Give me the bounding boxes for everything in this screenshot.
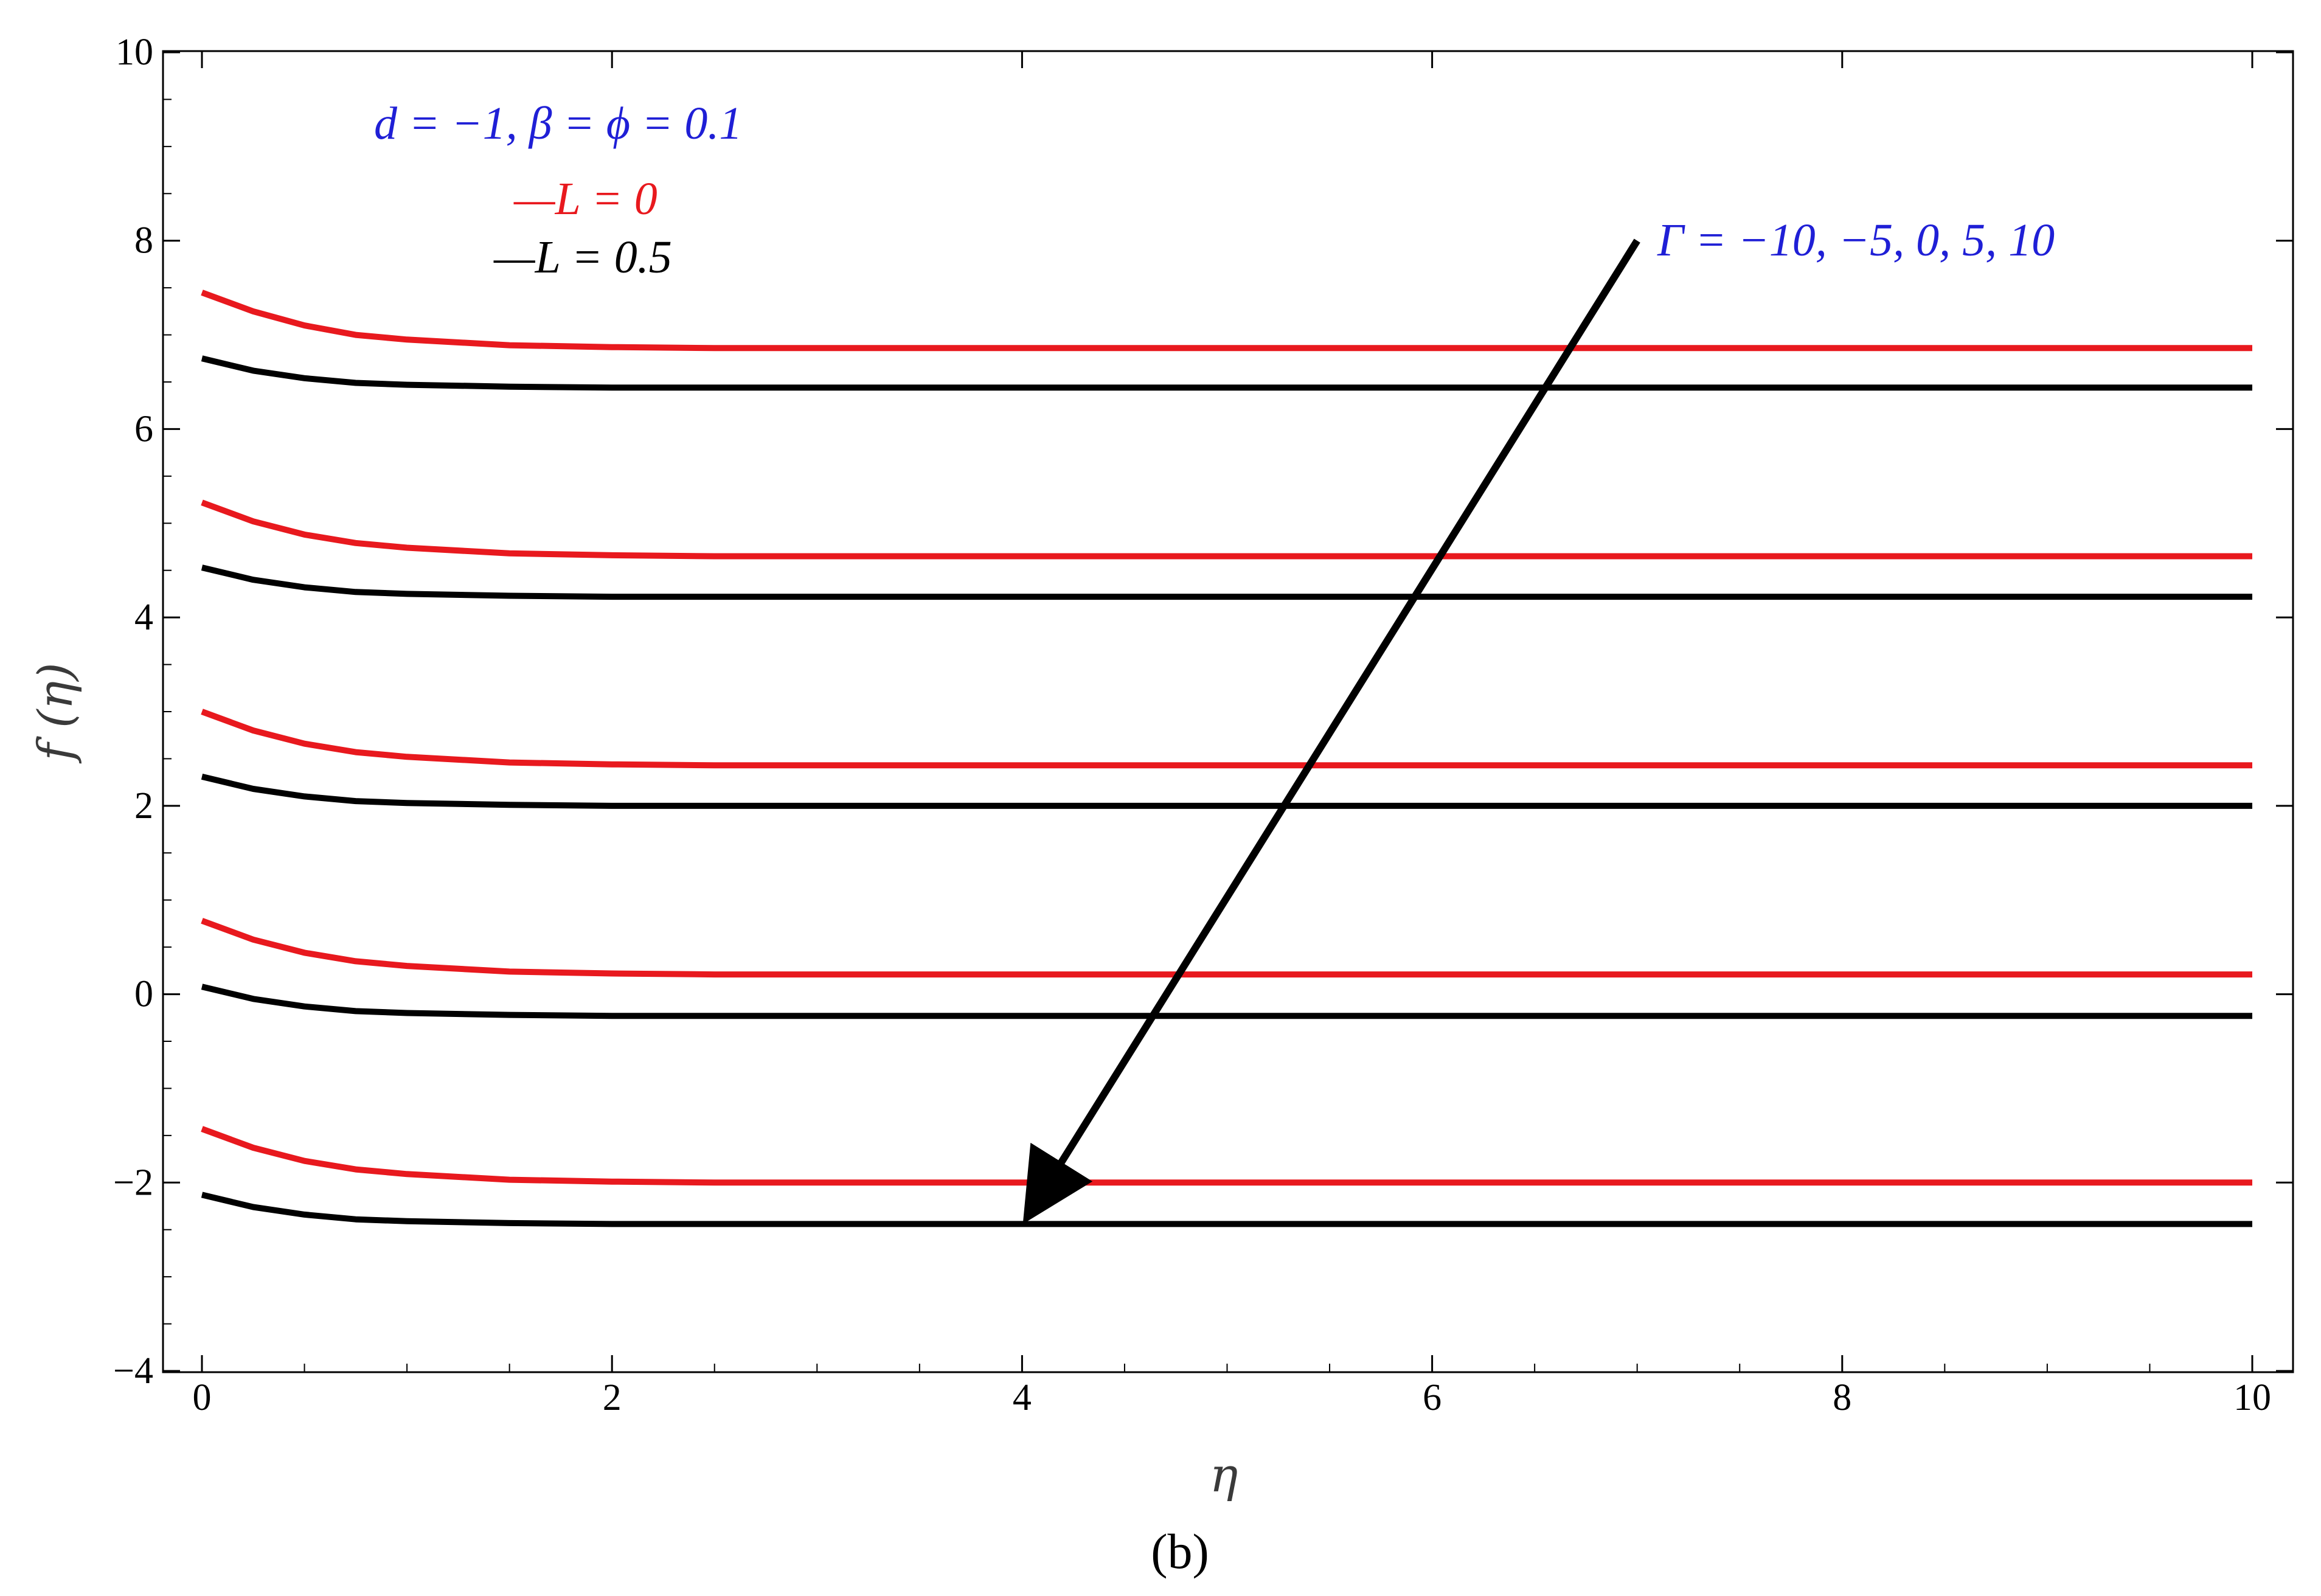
y-tick-label: 6 [134,408,153,449]
y-tick-label: 8 [134,220,153,262]
series-line-L0-gamma-5 [201,499,2252,560]
series-line-L05-gamma5 [201,984,2252,1019]
y-tick-label: 10 [116,32,153,73]
y-tick-label: 0 [134,974,153,1015]
gamma-arrow [1022,238,1640,1224]
panel-label: (b) [1151,1524,1209,1579]
series-line-L05-gamma-10 [201,355,2252,391]
gamma-annotation: Γ = −10, −5, 0, 5, 10 [1657,215,2055,266]
series-line-L0-gamma5 [201,918,2252,978]
x-tick-label: 4 [1013,1377,1032,1418]
y-tick-label: 2 [134,785,153,827]
x-tick-label: 2 [603,1377,622,1418]
params-label: d = −1, β = ϕ = 0.1 [374,98,742,149]
x-tick-label: 0 [193,1377,212,1418]
series-line-L05-gamma-5 [201,564,2252,600]
y-tick-label: 4 [134,597,153,638]
series-group [201,290,2252,1227]
y-tick-label: −4 [113,1350,153,1392]
ticks: 0 2 4 6 8 10 −4 −2 0 2 4 6 8 10 [113,32,2293,1418]
legend-entry-L0: —L = 0 [513,173,657,224]
series-line-L0-gamma0 [201,709,2252,769]
x-tick-label: 10 [2233,1377,2271,1418]
series-line-L0-gamma10 [201,1126,2252,1186]
series-line-L05-gamma0 [201,774,2252,809]
series-line-L0-gamma-10 [201,290,2252,352]
x-tick-label: 6 [1423,1377,1442,1418]
legend-entry-L05: —L = 0.5 [493,232,672,283]
x-tick-label: 8 [1833,1377,1851,1418]
y-tick-label: −2 [113,1162,153,1203]
series-line-L05-gamma10 [201,1192,2252,1227]
x-axis-title: η [1210,1448,1238,1503]
y-axis-title: f (η) [29,662,83,763]
